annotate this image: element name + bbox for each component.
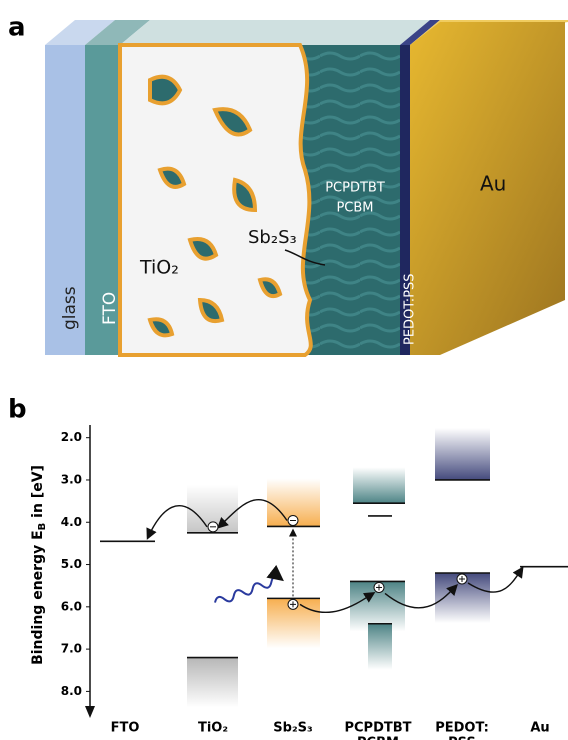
panel-a: a glass FTO TiO₂ Sb₂S₃ PCPDTBT PCBM PEDO… — [8, 13, 568, 357]
transfer-arrow — [467, 566, 524, 593]
layer-label: Sb₂S₃ — [248, 227, 297, 248]
panel-label: b — [8, 395, 27, 425]
pedot-top — [400, 20, 440, 45]
y-tick-label: 4.0 — [61, 515, 82, 529]
y-tick-label: 2.0 — [61, 430, 82, 444]
transfer-arrow — [299, 591, 376, 614]
layer-label: PCPDTBT — [325, 181, 385, 196]
pointer-line — [284, 249, 326, 266]
x-label: PEDOT: — [435, 721, 489, 736]
y-tick-label: 7.0 — [61, 642, 82, 656]
band — [435, 427, 490, 480]
active-top — [120, 20, 430, 45]
x-label: FTO — [111, 721, 140, 736]
pedot-layer — [400, 45, 412, 355]
glass-top — [45, 20, 115, 45]
x-label: Sb₂S₃ — [273, 721, 312, 736]
x-label: PCBM — [357, 736, 399, 740]
layer-label: glass — [60, 286, 80, 330]
band — [187, 657, 238, 708]
fto-top — [85, 20, 150, 45]
fto-layer — [85, 45, 122, 355]
band — [353, 467, 405, 504]
x-label: PSS — [448, 736, 476, 740]
au-layer — [410, 22, 565, 355]
x-label: TiO₂ — [198, 721, 228, 736]
y-tick-label: 8.0 — [61, 684, 82, 698]
transfer-arrow — [146, 505, 208, 540]
x-label: Au — [530, 721, 549, 736]
layer-label: PCBM — [336, 201, 373, 216]
layer-label: TiO₂ — [139, 257, 179, 279]
y-tick-label: 5.0 — [61, 557, 82, 571]
pores — [147, 74, 283, 338]
layer-label: Au — [480, 172, 506, 196]
panel-b: b Binding energy EB in [eV] 2.0 3.0 4.0 5.0… — [8, 395, 568, 740]
y-tick-label: 3.0 — [61, 472, 82, 486]
transfer-arrow — [384, 583, 458, 609]
x-label: PCPDTBT — [344, 721, 411, 736]
transfer-arrow — [216, 498, 288, 529]
y-axis-label: Binding energy EB in [eV] — [30, 465, 48, 665]
layer-label: PEDOT:PSS — [403, 273, 418, 345]
panel-label: a — [8, 13, 26, 43]
band — [368, 623, 392, 670]
photon — [214, 564, 284, 603]
glass-layer — [45, 45, 87, 355]
layer-label: FTO — [100, 292, 120, 325]
y-tick-label: 6.0 — [61, 599, 82, 613]
axis-arrow — [85, 706, 95, 718]
